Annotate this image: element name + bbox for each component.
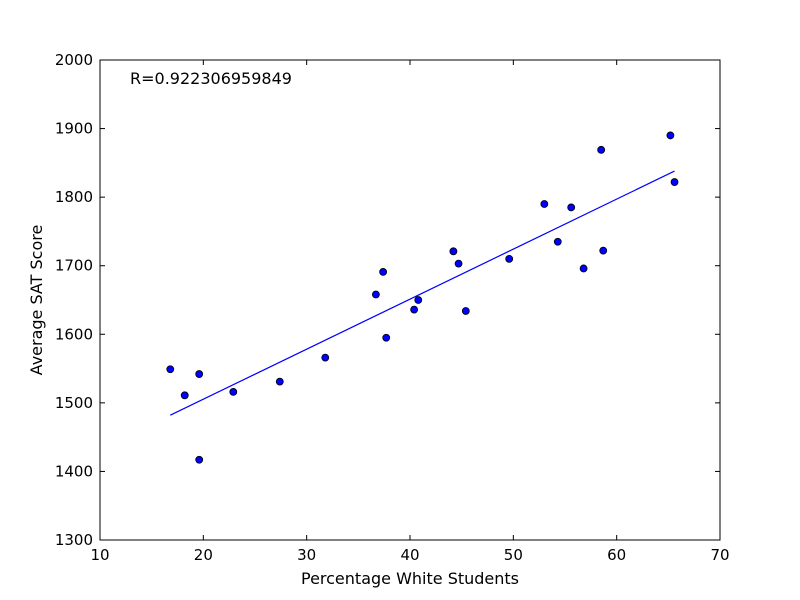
x-tick-label-3: 40 <box>400 546 419 564</box>
x-tick-label-5: 60 <box>607 546 626 564</box>
x-tick-label-1: 20 <box>194 546 213 564</box>
y-tick-label-1: 1400 <box>55 462 93 480</box>
y-tick-label-2: 1500 <box>55 394 93 412</box>
r-value-annotation: R=0.922306959849 <box>130 69 292 88</box>
fit-line-layer <box>170 170 675 416</box>
y-tick-label-7: 2000 <box>55 51 93 69</box>
data-point-6 <box>321 353 330 362</box>
data-point-16 <box>540 200 549 208</box>
ticks-layer: 10 20 30 40 50 60 70 1300 1400 1500 1600 1700 1800 19… <box>55 51 730 564</box>
data-point-2 <box>195 370 204 378</box>
data-point-21 <box>599 246 608 255</box>
x-tick-label-6: 70 <box>710 546 729 564</box>
y-tick-label-3: 1600 <box>55 325 93 343</box>
y-axis-label: Average SAT Score <box>27 225 46 376</box>
x-tick-label-0: 10 <box>90 546 109 564</box>
regression-line <box>170 170 675 416</box>
data-point-12 <box>449 247 458 256</box>
data-point-0 <box>166 365 175 374</box>
data-point-17 <box>553 237 562 246</box>
y-tick-label-4: 1700 <box>55 257 93 275</box>
data-point-22 <box>666 131 675 140</box>
x-axis-label: Percentage White Students <box>301 569 519 588</box>
data-point-1 <box>180 391 189 400</box>
data-point-15 <box>505 254 514 263</box>
y-tick-label-0: 1300 <box>55 531 93 549</box>
data-point-8 <box>379 267 388 276</box>
data-point-7 <box>371 290 380 299</box>
data-point-14 <box>461 307 470 315</box>
data-point-3 <box>195 455 204 464</box>
data-point-18 <box>567 203 576 212</box>
x-tick-label-4: 50 <box>504 546 523 564</box>
plot-frame <box>99 59 721 541</box>
data-point-19 <box>579 264 588 273</box>
data-point-5 <box>275 377 284 386</box>
data-point-4 <box>229 387 238 396</box>
data-point-13 <box>454 259 463 268</box>
data-point-9 <box>382 333 391 342</box>
points-layer <box>166 131 679 464</box>
data-point-11 <box>414 296 423 304</box>
data-point-23 <box>670 178 679 186</box>
x-tick-label-2: 30 <box>297 546 316 564</box>
y-tick-label-6: 1900 <box>55 120 93 138</box>
data-point-20 <box>597 145 606 154</box>
data-point-10 <box>410 305 419 314</box>
y-tick-label-5: 1800 <box>55 188 93 206</box>
